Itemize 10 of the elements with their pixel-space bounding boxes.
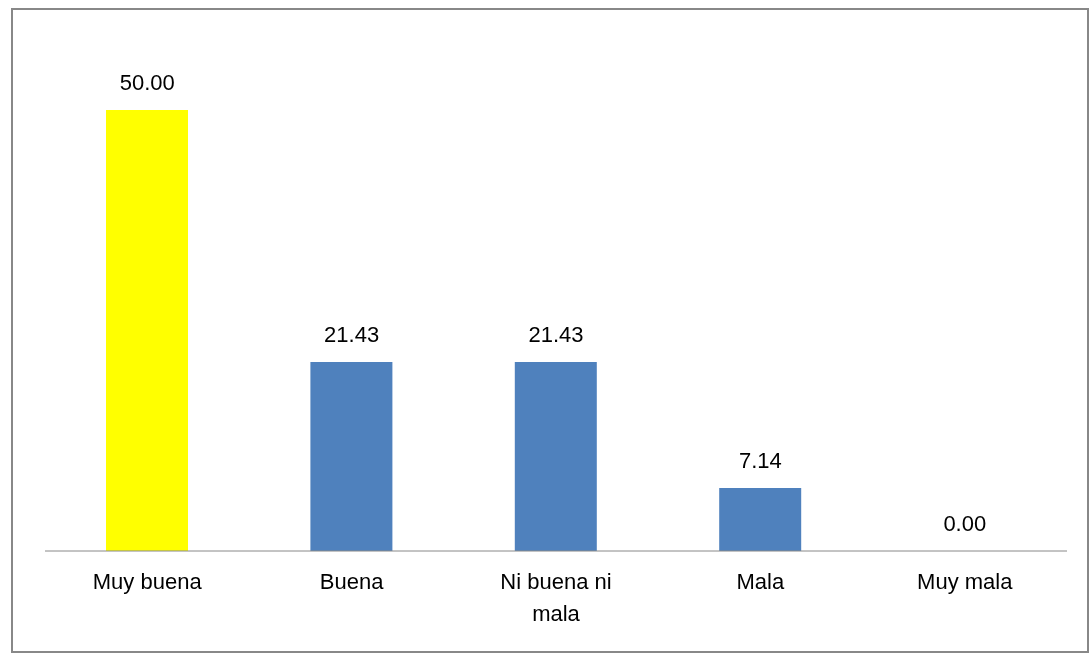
data-label: 21.43 xyxy=(528,321,584,347)
x-tick-label: Mala xyxy=(736,569,786,594)
x-tick-label: Muy buena xyxy=(92,569,203,594)
data-label: 7.14 xyxy=(738,448,782,474)
data-label: 50.00 xyxy=(119,70,175,95)
x-tick-label: Muy mala xyxy=(917,569,1014,594)
x-tick-label: Buena xyxy=(319,569,385,594)
x-tick-label: Ni buena ni mala xyxy=(500,569,612,626)
data-label: 0.00 xyxy=(943,511,987,536)
data-label: 21.43 xyxy=(324,321,380,347)
